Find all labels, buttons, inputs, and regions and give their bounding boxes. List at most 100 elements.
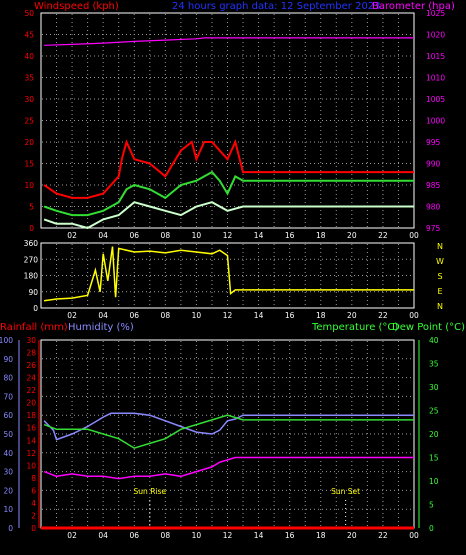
x-tick-label: 12 (223, 231, 233, 240)
direction-panel-grid (42, 244, 413, 307)
wind-low-line (43, 201, 414, 230)
temperature-y-tick-label: 30 (429, 383, 439, 392)
x-tick-label: 18 (316, 311, 326, 320)
temperature-line (43, 414, 414, 449)
temperature-y-tick-label: 0 (429, 524, 434, 533)
temperature-y-tick-label: 35 (429, 360, 439, 369)
direction-y-tick-label: 0 (33, 304, 38, 313)
humidity-y-tick-label: 0 (8, 524, 13, 533)
x-tick-label: 18 (316, 531, 326, 540)
x-tick-label: 12 (223, 531, 233, 540)
x-tick-label: 12 (223, 311, 233, 320)
rainfall-y-tick-label: 24 (26, 374, 36, 383)
x-tick-label: 14 (254, 311, 264, 320)
wind-y-tick-label: 45 (24, 31, 34, 40)
barometer-axis-title: Barometer (hpa) (372, 1, 455, 12)
direction-panel-frame (40, 242, 415, 309)
temperature-y-tick-label: 5 (429, 501, 434, 510)
humidity-y-tick-label: 80 (3, 374, 13, 383)
humidity-y-tick-label: 40 (3, 449, 13, 458)
rainfall-y-tick-label: 18 (26, 411, 36, 420)
wind-panel-frame (40, 12, 415, 229)
barometer-y-tick-label: 1005 (426, 95, 445, 104)
wind-y-tick-label: 20 (24, 138, 34, 147)
x-tick-label: 00 (409, 531, 419, 540)
humidity-y-tick-label: 50 (3, 430, 13, 439)
rainfall-y-tick-label: 30 (26, 336, 36, 345)
x-tick-label: 22 (378, 311, 388, 320)
x-tick-label: 08 (161, 311, 171, 320)
temperature-y-tick-label: 20 (429, 430, 439, 439)
x-tick-label: 22 (378, 231, 388, 240)
temperature-y-tick-label: 10 (429, 477, 439, 486)
x-tick-label: 14 (254, 231, 264, 240)
compass-label: E (437, 287, 442, 296)
humidity-y-tick-label: 100 (0, 336, 13, 345)
x-tick-label: 02 (67, 531, 77, 540)
x-tick-label: 08 (161, 231, 171, 240)
direction-y-tick-label: 180 (24, 272, 39, 281)
wind-direction-line (43, 246, 414, 302)
barometer-y-tick-label: 975 (426, 224, 441, 233)
rainfall-y-tick-label: 12 (26, 449, 36, 458)
wind-y-tick-label: 35 (24, 74, 34, 83)
x-tick-label: 16 (285, 311, 295, 320)
direction-panel-series (43, 246, 414, 302)
x-tick-label: 20 (347, 531, 357, 540)
x-tick-label: 10 (192, 311, 202, 320)
rainfall-axis-title: Rainfall (mm) (0, 322, 68, 333)
wind-panel-series (43, 37, 414, 230)
rainfall-y-tick-label: 2 (31, 511, 36, 520)
barometer-y-tick-label: 980 (426, 203, 441, 212)
temperature-y-tick-label: 15 (429, 454, 439, 463)
humidity-y-tick-label: 10 (3, 505, 13, 514)
sun-rise-label: Sun Rise (134, 487, 167, 496)
x-tick-label: 04 (98, 531, 108, 540)
rainfall-y-tick-label: 8 (31, 474, 36, 483)
rainfall-y-tick-label: 20 (26, 399, 36, 408)
barometer-y-tick-label: 1020 (426, 31, 445, 40)
rainfall-y-tick-label: 16 (26, 424, 36, 433)
compass-label: W (436, 257, 444, 266)
x-tick-label: 00 (409, 311, 419, 320)
x-tick-label: 16 (285, 531, 295, 540)
x-tick-label: 10 (192, 531, 202, 540)
direction-y-tick-label: 270 (24, 255, 39, 264)
x-tick-label: 02 (67, 311, 77, 320)
humidity-axis-title: Humidity (%) (68, 322, 134, 333)
wind-y-tick-label: 5 (29, 203, 34, 212)
wind-y-tick-label: 10 (24, 181, 34, 190)
wind-y-tick-label: 40 (24, 52, 34, 61)
x-tick-label: 08 (161, 531, 171, 540)
barometer-y-tick-label: 995 (426, 138, 441, 147)
compass-label: S (437, 272, 442, 281)
rainfall-y-tick-label: 14 (26, 436, 36, 445)
humidity-y-tick-label: 60 (3, 411, 13, 420)
x-tick-label: 06 (129, 311, 139, 320)
x-tick-label: 06 (129, 531, 139, 540)
x-tick-label: 14 (254, 531, 264, 540)
wind-average-line (43, 170, 414, 217)
wind-axis-title: Windspeed (kph) (34, 1, 119, 12)
climate-panel-grid (42, 341, 413, 527)
barometer-y-tick-label: 985 (426, 181, 441, 190)
dew-point-line (43, 456, 414, 480)
x-tick-label: 04 (98, 311, 108, 320)
x-tick-label: 20 (347, 231, 357, 240)
direction-y-tick-label: 360 (24, 239, 39, 248)
temperature-y-tick-label: 40 (429, 336, 439, 345)
humidity-y-tick-label: 90 (3, 355, 13, 364)
humidity-y-tick-label: 20 (3, 486, 13, 495)
direction-y-tick-label: 90 (28, 288, 38, 297)
barometer-line (44, 37, 414, 46)
x-tick-label: 22 (378, 531, 388, 540)
compass-label: N (437, 242, 443, 251)
humidity-y-tick-label: 30 (3, 468, 13, 477)
barometer-y-tick-label: 1025 (426, 9, 445, 18)
x-tick-label: 00 (409, 231, 419, 240)
humidity-y-tick-label: 70 (3, 392, 13, 401)
rainfall-y-tick-label: 0 (31, 524, 36, 533)
barometer-y-tick-label: 1010 (426, 74, 445, 83)
rainfall-y-tick-label: 4 (31, 499, 36, 508)
